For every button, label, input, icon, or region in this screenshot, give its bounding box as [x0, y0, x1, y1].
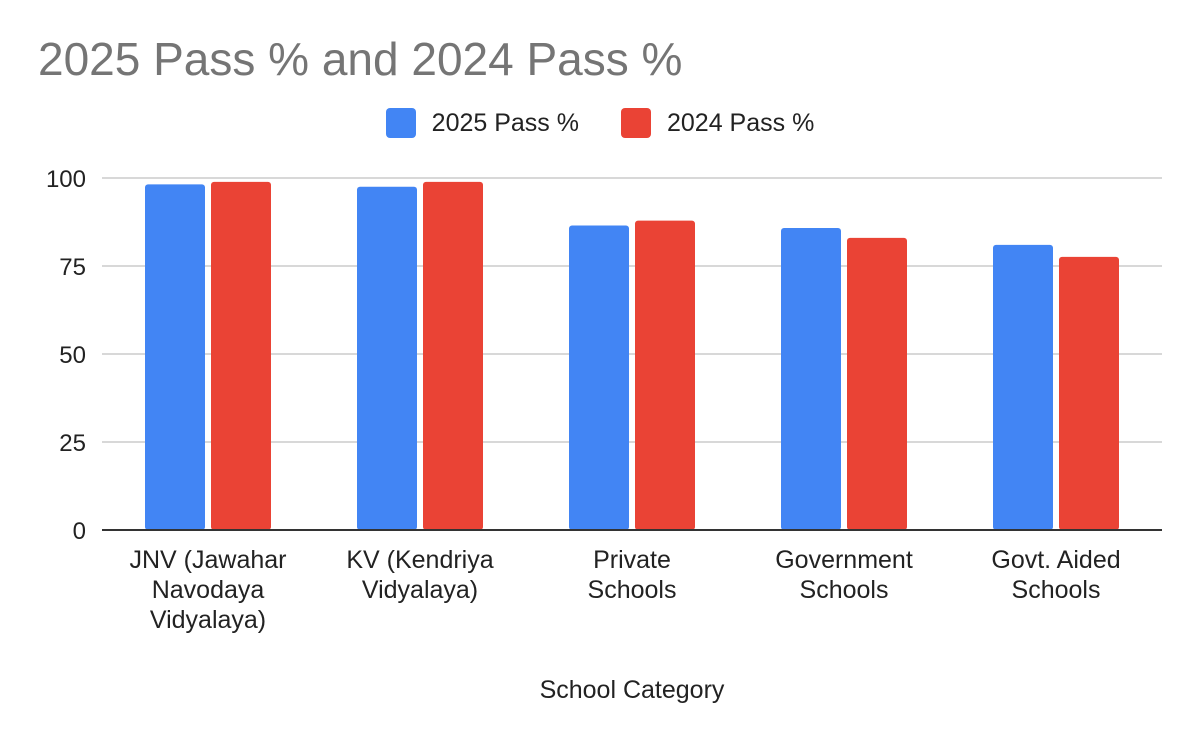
bar-2025-3[interactable]	[781, 227, 841, 530]
x-tick-label-line: Government	[775, 546, 913, 574]
y-tick-label: 50	[59, 342, 86, 369]
x-tick-label: JNV (Jawahar Navodaya Vidyalaya)	[130, 546, 287, 634]
x-tick-label-line: Vidyalaya)	[362, 576, 478, 604]
x-tick-label-line: Schools	[800, 576, 889, 604]
legend-label-2024: 2024 Pass %	[667, 108, 815, 137]
bar-2025-4[interactable]	[993, 244, 1053, 530]
y-tick-label: 0	[73, 518, 86, 545]
x-tick-label: Government Schools	[775, 546, 913, 604]
bar-2025-1[interactable]	[357, 186, 417, 531]
chart-title: 2025 Pass % and 2024 Pass %	[38, 33, 683, 85]
x-tick-label-line: Private	[593, 546, 671, 574]
bar-2025-0[interactable]	[145, 184, 205, 530]
bars	[145, 181, 1119, 531]
bar-2024-4[interactable]	[1059, 256, 1119, 530]
bar-2025-2[interactable]	[569, 225, 629, 530]
x-tick-label-line: Schools	[588, 576, 677, 604]
legend-swatch-2024	[621, 108, 651, 138]
x-tick-label-line: JNV (Jawahar	[130, 546, 287, 574]
legend-item-2025[interactable]: 2025 Pass %	[385, 108, 579, 138]
x-tick-label-line: Govt. Aided	[991, 546, 1120, 574]
x-tick-label-line: Navodaya	[152, 576, 265, 604]
x-tick-label: Private Schools	[588, 546, 677, 604]
bar-2024-1[interactable]	[423, 181, 483, 530]
y-tick-label: 25	[59, 430, 86, 457]
gridlines	[102, 177, 1162, 443]
bar-2024-2[interactable]	[635, 220, 695, 531]
legend-label-2025: 2025 Pass %	[431, 108, 579, 137]
legend-item-2024[interactable]: 2024 Pass %	[621, 108, 814, 138]
legend-swatch-2025	[385, 108, 416, 138]
y-tick-label: 75	[59, 254, 86, 281]
bar-2024-3[interactable]	[847, 237, 907, 530]
x-tick-label: KV (Kendriya Vidyalaya)	[346, 546, 493, 604]
y-tick-label: 100	[46, 166, 86, 193]
x-tick-label-line: Schools	[1012, 576, 1101, 604]
x-tick-label-line: KV (Kendriya	[346, 546, 493, 574]
x-axis-title: School Category	[539, 676, 725, 704]
x-tick-label: Govt. Aided Schools	[991, 546, 1120, 604]
x-tick-label-line: Vidyalaya)	[150, 606, 266, 634]
legend: 2025 Pass % 2024 Pass %	[0, 108, 1200, 138]
bar-2024-0[interactable]	[211, 181, 271, 530]
